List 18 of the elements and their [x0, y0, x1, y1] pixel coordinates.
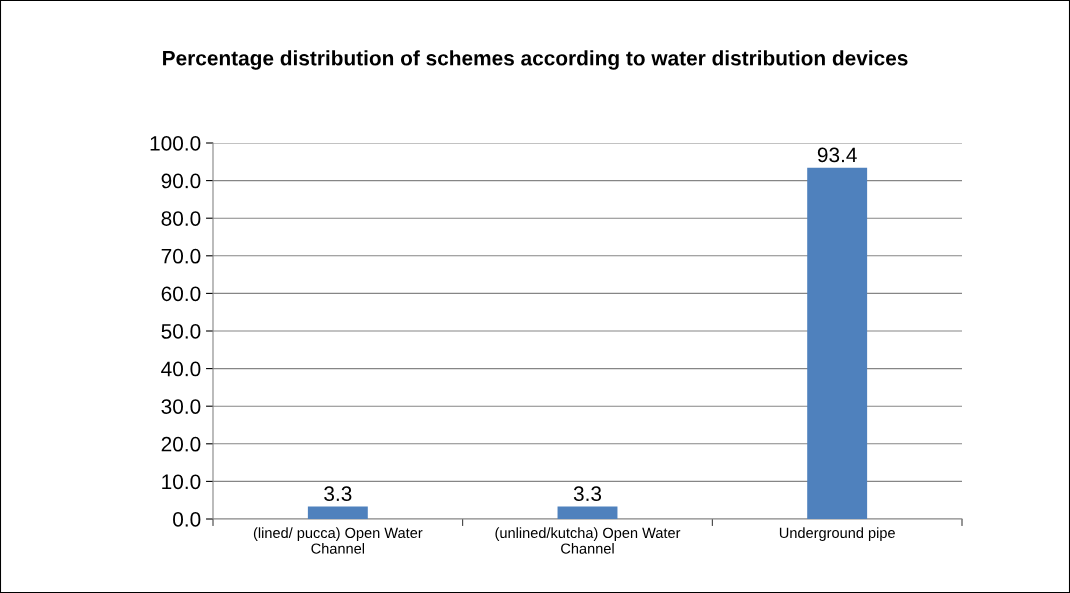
data-label: 3.3 — [573, 486, 602, 502]
y-tick-label: 90.0 — [161, 173, 201, 189]
y-tick-label: 100.0 — [150, 136, 201, 151]
y-tick-label: 70.0 — [161, 248, 201, 264]
y-tick-label: 80.0 — [161, 211, 201, 226]
y-tick-label: 20.0 — [161, 436, 201, 452]
y-tick-label: 10.0 — [162, 474, 201, 490]
data-label: 3.3 — [324, 486, 352, 502]
y-tick-label: 60.0 — [161, 286, 201, 302]
x-tick-label: (unlined/kutcha) Open Water Channel — [495, 527, 681, 554]
y-tick-label: 0.0 — [173, 512, 201, 527]
x-tick-label: Underground pipe — [779, 527, 895, 541]
y-tick-label: 50.0 — [161, 324, 201, 339]
data-label: 93.4 — [817, 147, 857, 163]
chart-title: Percentage distribution of schemes according to water distribution devices — [163, 50, 908, 70]
x-tick-label: (lined/ pucca) Open Water Channel — [253, 527, 423, 554]
y-tick-label: 30.0 — [161, 399, 201, 414]
y-tick-label: 40.0 — [161, 361, 201, 377]
